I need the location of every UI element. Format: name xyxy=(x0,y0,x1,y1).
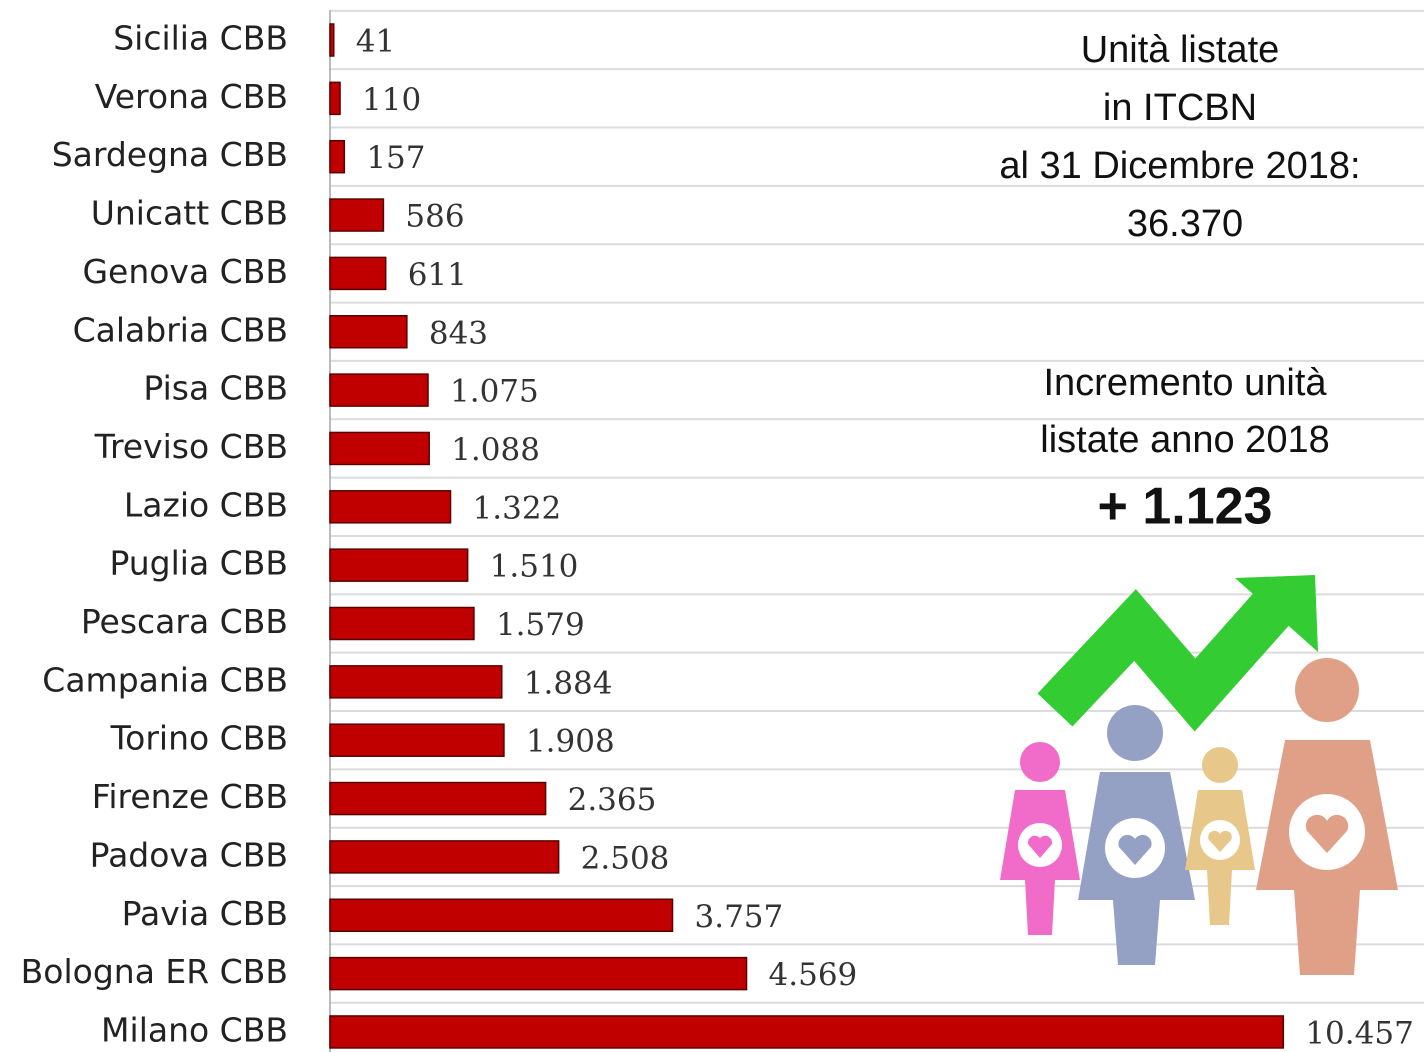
annotation: + 1.123 xyxy=(1098,478,1273,536)
bar xyxy=(329,198,385,232)
annotation: Incremento unità xyxy=(1043,362,1327,404)
heart xyxy=(1208,830,1232,852)
value-label: 586 xyxy=(405,199,464,235)
category-label: Padova CBB xyxy=(90,835,288,874)
value-label: 2.508 xyxy=(581,840,670,876)
value-label: 4.569 xyxy=(769,957,858,993)
bar xyxy=(329,23,335,57)
heart xyxy=(1118,834,1152,865)
bar xyxy=(329,490,452,524)
bar xyxy=(329,139,346,174)
category-label: Torino CBB xyxy=(110,719,288,758)
category-label: Calabria CBB xyxy=(73,310,288,349)
annotations: Unità listate in ITCBN al 31 Dicembre 20… xyxy=(999,29,1360,536)
bar xyxy=(329,256,387,291)
bar xyxy=(329,1015,1285,1049)
bar xyxy=(329,840,560,874)
category-label: Bologna ER CBB xyxy=(21,952,288,991)
value-label: 41 xyxy=(356,24,395,60)
heart xyxy=(1305,814,1349,853)
category-label: Firenze CBB xyxy=(92,777,288,816)
category-label: Puglia CBB xyxy=(109,544,288,583)
value-label: 1.075 xyxy=(450,374,539,410)
category-label: Milano CBB xyxy=(101,1010,288,1049)
category-label: Verona CBB xyxy=(95,77,288,116)
bar xyxy=(329,373,429,407)
annotation: listate anno 2018 xyxy=(1040,419,1329,461)
bar xyxy=(329,548,469,582)
arrow-head xyxy=(1235,575,1318,652)
person-head xyxy=(1202,747,1238,783)
bar xyxy=(329,315,408,349)
category-label: Sardegna CBB xyxy=(52,135,288,174)
heart xyxy=(1027,835,1053,858)
annotation: 36.370 xyxy=(1127,203,1243,245)
bar xyxy=(329,431,430,466)
category-label: Sicilia CBB xyxy=(113,19,288,58)
category-label: Pisa CBB xyxy=(143,369,288,408)
value-label: 110 xyxy=(362,82,421,118)
value-label: 157 xyxy=(366,140,425,176)
bar xyxy=(329,81,341,116)
bar xyxy=(329,956,748,991)
value-label: 611 xyxy=(408,257,467,293)
growth-arrow xyxy=(1037,589,1293,732)
value-label: 1.579 xyxy=(496,607,585,643)
bar xyxy=(329,781,547,816)
value-label: 3.757 xyxy=(695,899,784,935)
bar xyxy=(329,665,503,699)
category-label: Unicatt CBB xyxy=(91,194,288,233)
bar xyxy=(329,723,505,757)
person-head xyxy=(1020,742,1060,782)
value-label: 10.457 xyxy=(1305,1015,1413,1051)
bar xyxy=(329,898,674,932)
category-label: Genova CBB xyxy=(82,252,288,291)
value-label: 2.365 xyxy=(568,782,657,818)
value-label: 1.088 xyxy=(451,432,540,468)
person-head xyxy=(1107,705,1163,761)
annotation: al 31 Dicembre 2018: xyxy=(999,145,1360,187)
value-label: 843 xyxy=(429,315,488,351)
annotation: Unità listate xyxy=(1081,29,1280,71)
illustration xyxy=(1000,575,1398,975)
category-label: Lazio CBB xyxy=(124,485,288,524)
category-label: Treviso CBB xyxy=(94,427,288,466)
category-label: Pavia CBB xyxy=(122,894,288,933)
value-label: 1.908 xyxy=(526,724,615,760)
value-label: 1.884 xyxy=(524,665,613,701)
value-label: 1.322 xyxy=(473,490,562,526)
value-label: 1.510 xyxy=(490,549,579,585)
person-head xyxy=(1295,658,1359,722)
category-label: Campania CBB xyxy=(42,660,288,699)
annotation: in ITCBN xyxy=(1103,87,1257,129)
category-label: Pescara CBB xyxy=(81,602,288,641)
bar xyxy=(329,606,475,641)
